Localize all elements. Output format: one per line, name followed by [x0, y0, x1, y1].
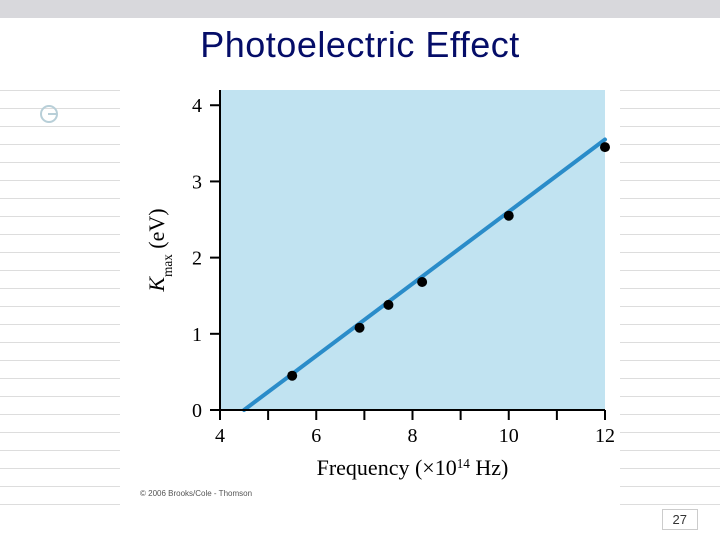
svg-text:8: 8: [408, 425, 418, 447]
svg-text:2: 2: [192, 248, 202, 270]
left-rule-zone: [0, 90, 120, 520]
svg-text:0: 0: [192, 400, 202, 422]
svg-text:4: 4: [192, 95, 202, 117]
svg-text:4: 4: [215, 425, 225, 447]
page-number: 27: [662, 509, 698, 530]
svg-text:10: 10: [499, 425, 519, 447]
svg-text:3: 3: [192, 171, 202, 193]
slide-title: Photoelectric Effect: [0, 24, 720, 66]
svg-text:12: 12: [595, 425, 615, 447]
svg-text:Frequency (×1014 Hz): Frequency (×1014 Hz): [317, 455, 509, 480]
svg-text:1: 1: [192, 324, 202, 346]
svg-text:6: 6: [311, 425, 321, 447]
photoelectric-chart: 468101201234Frequency (×1014 Hz)Kmax (eV…: [140, 80, 620, 500]
svg-text:Kmax (eV): Kmax (eV): [144, 208, 175, 292]
top-band: [0, 0, 720, 18]
right-rule-zone: [620, 90, 720, 520]
bullet-decor: [40, 105, 58, 123]
copyright-text: © 2006 Brooks/Cole - Thomson: [140, 489, 252, 498]
chart-container: 468101201234Frequency (×1014 Hz)Kmax (eV…: [140, 80, 620, 500]
